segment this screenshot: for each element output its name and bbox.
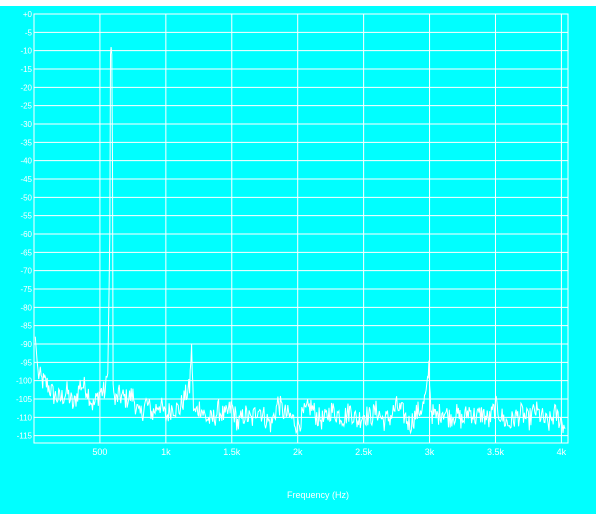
y-tick-label: -85 (20, 322, 32, 331)
y-tick-label: -110 (17, 413, 33, 422)
y-tick-label: -35 (20, 138, 32, 147)
y-tick-label: -55 (20, 212, 32, 221)
y-tick-label: -115 (17, 432, 33, 441)
grid-lines (33, 13, 569, 444)
y-tick-label: -75 (20, 285, 32, 294)
y-tick-label: -60 (20, 230, 32, 239)
y-tick-label: -95 (20, 358, 32, 367)
y-tick-label: -25 (20, 102, 32, 111)
y-tick-label: -45 (20, 175, 32, 184)
y-tick-label: -100 (16, 377, 33, 386)
x-tick-label: 4k (557, 447, 567, 457)
x-tick-label: 3k (425, 447, 435, 457)
x-tick-label: 3.5k (487, 447, 505, 457)
x-tick-label: 500 (92, 447, 107, 457)
y-tick-label: -20 (20, 83, 32, 92)
y-tick-label: +0 (23, 10, 33, 19)
y-tick-label: -5 (25, 28, 33, 37)
y-axis-tick-labels: +0 -5 -10 -15 -20 -25 -30 -35 -40 -45 -50 -55 -60 -65… (16, 10, 33, 441)
y-tick-label: -40 (20, 157, 32, 166)
x-axis-tick-labels: 500 1k 1.5k 2k 2.5k 3k 3.5k 4k (92, 447, 566, 457)
y-tick-label: -80 (20, 303, 32, 312)
y-tick-label: -30 (20, 120, 32, 129)
y-tick-label: -50 (20, 193, 32, 202)
x-tick-label: 1k (161, 447, 171, 457)
y-tick-label: -70 (20, 267, 32, 276)
y-tick-label: -15 (20, 65, 32, 74)
y-tick-label: -10 (20, 47, 32, 56)
y-tick-label: -105 (16, 395, 33, 404)
y-tick-label: -65 (20, 248, 32, 257)
y-tick-label: -90 (20, 340, 32, 349)
x-tick-label: 2.5k (355, 447, 373, 457)
spectrum-trace (34, 46, 566, 435)
x-tick-label: 1.5k (223, 447, 241, 457)
x-axis-label: Frequency (Hz) (287, 490, 349, 500)
x-tick-label: 2k (293, 447, 303, 457)
